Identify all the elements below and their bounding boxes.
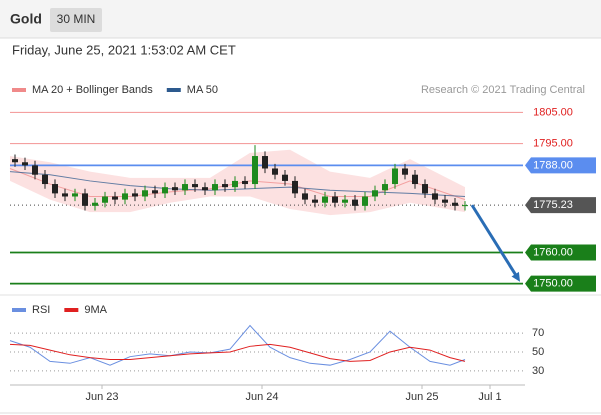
candle-body	[62, 193, 68, 197]
x-tick-label: Jul 1	[478, 391, 501, 403]
candle-body	[452, 202, 458, 206]
candle-body	[162, 187, 168, 194]
x-tick-label: Jun 24	[245, 391, 278, 403]
candle-body	[462, 205, 468, 207]
timestamp: Friday, June 25, 2021 1:53:02 AM CET	[12, 42, 236, 57]
legend-label: RSI	[32, 304, 50, 316]
legend-label: MA 50	[187, 84, 218, 96]
rsi-line	[9, 324, 466, 366]
candle-body	[342, 199, 348, 203]
candle-body	[222, 184, 228, 188]
candle-body	[192, 184, 198, 188]
legend-swatch	[64, 308, 79, 312]
legend-label: 9MA	[84, 304, 107, 316]
candle-body	[402, 168, 408, 175]
candle-body	[42, 174, 48, 185]
candle-body	[282, 174, 288, 181]
legend-label: MA 20 + Bollinger Bands	[32, 84, 153, 96]
candle-body	[302, 193, 308, 200]
candle-body	[152, 190, 158, 194]
candle-body	[172, 187, 178, 191]
candle-body	[22, 162, 28, 166]
level-label: 1805.00	[533, 106, 573, 118]
interval-button[interactable]	[50, 8, 102, 32]
candle-body	[232, 180, 238, 188]
candle-body	[412, 174, 418, 185]
level-box	[525, 157, 596, 174]
instrument-title: Gold	[10, 11, 42, 27]
candle-body	[312, 199, 318, 203]
candle-body	[332, 196, 338, 203]
candle-body	[122, 193, 128, 200]
candle-body	[132, 193, 138, 197]
level-label: 1795.00	[533, 137, 573, 149]
legend-swatch	[12, 308, 26, 312]
candle-body	[392, 168, 398, 185]
candle-body	[352, 199, 358, 206]
rsi-tick-label: 70	[532, 327, 544, 339]
level-label: 1760.00	[533, 246, 573, 258]
legend-swatch	[166, 88, 181, 92]
level-label: 1750.00	[533, 278, 573, 290]
candle-body	[82, 193, 88, 206]
rsi-line	[9, 343, 466, 362]
candle-body	[422, 184, 428, 194]
candle-body	[442, 199, 448, 203]
candle-body	[182, 184, 188, 191]
x-tick-label: Jun 23	[85, 391, 118, 403]
candle-body	[112, 196, 118, 200]
candle-body	[12, 159, 18, 163]
candle-body	[142, 190, 148, 197]
candle-body	[92, 202, 98, 206]
x-tick-label: Jun 25	[405, 391, 438, 403]
level-box	[525, 244, 596, 261]
candle-body	[202, 187, 208, 191]
candle-body	[32, 165, 38, 175]
level-label: 1788.00	[533, 159, 573, 171]
interval-label[interactable]: 30 MIN	[57, 12, 96, 26]
forecast-arrow	[470, 204, 519, 278]
credit: Research © 2021 Trading Central	[421, 84, 585, 96]
candle-body	[72, 193, 78, 197]
level-label: 1775.23	[533, 199, 573, 211]
candle-body	[432, 193, 438, 200]
rsi-tick-label: 30	[532, 365, 544, 377]
candle-body	[372, 190, 378, 197]
candle-body	[242, 180, 248, 185]
forecast-arrowhead	[511, 271, 520, 282]
candle-body	[362, 196, 368, 206]
legend-swatch	[12, 88, 26, 92]
candle-body	[322, 196, 328, 203]
candle-body	[272, 168, 278, 175]
candle-body	[252, 156, 258, 185]
candle-body	[382, 184, 388, 191]
level-box	[525, 197, 596, 214]
level-box	[525, 275, 596, 292]
candle-body	[292, 180, 298, 194]
candle-body	[52, 184, 58, 194]
candle-body	[212, 184, 218, 191]
rsi-tick-label: 50	[532, 346, 544, 358]
candle-body	[262, 156, 268, 169]
candle-body	[102, 196, 108, 203]
